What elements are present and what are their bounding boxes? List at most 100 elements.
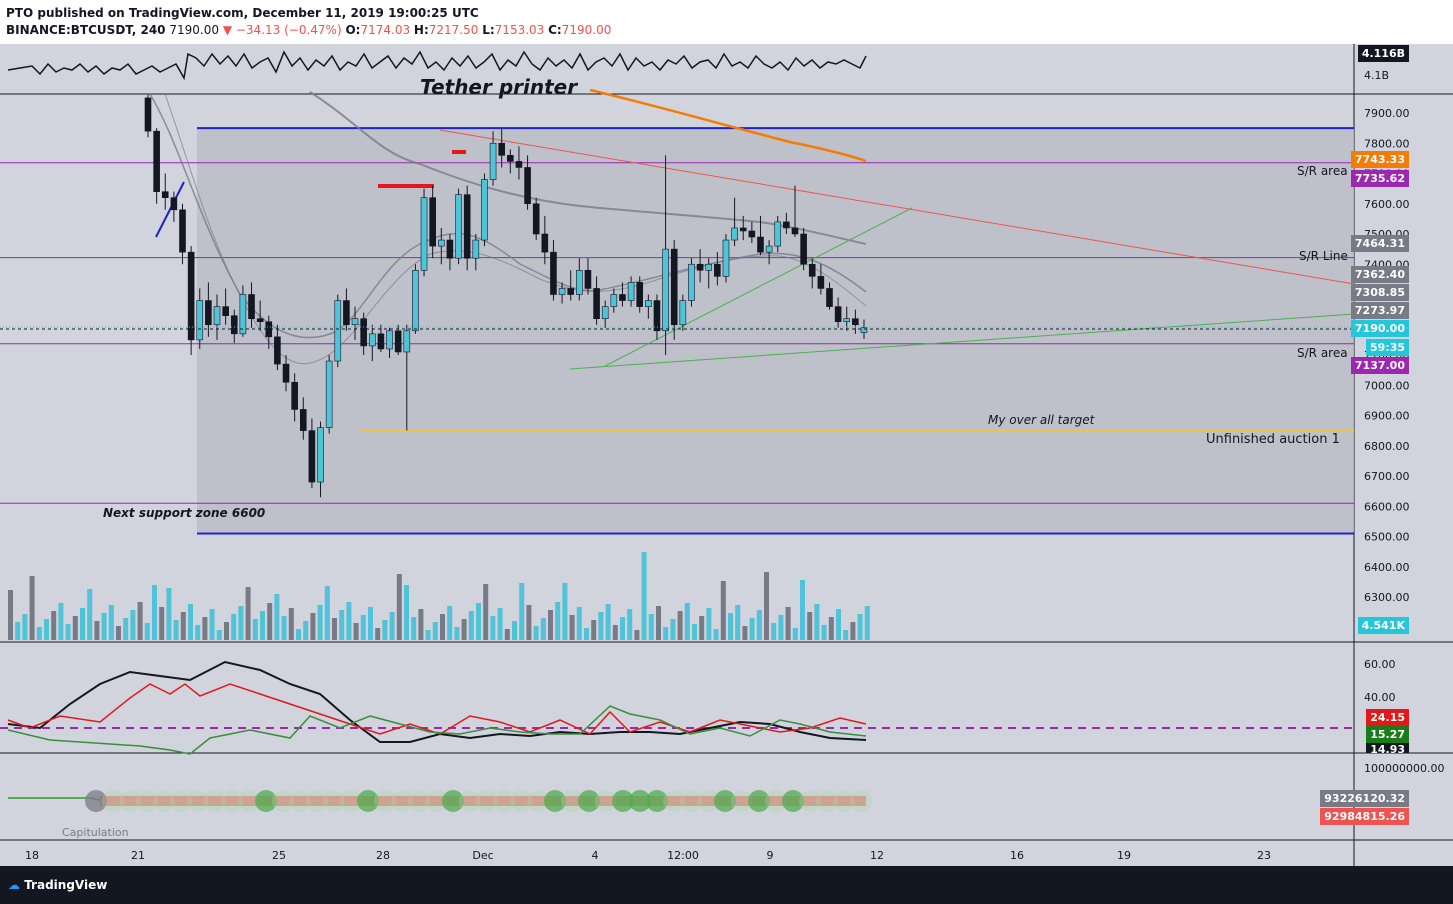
- candle: [757, 215, 764, 256]
- volume-bar: [152, 585, 157, 640]
- last-price: 7190.00: [169, 23, 219, 37]
- candle-body: [757, 236, 764, 253]
- candle-body: [274, 336, 281, 365]
- tradingview-logo[interactable]: ☁ TradingView: [8, 878, 107, 892]
- volume-bar: [188, 604, 193, 640]
- candle-body: [593, 288, 600, 319]
- candle-body: [213, 306, 221, 326]
- candle-body: [256, 318, 264, 323]
- candle-body: [843, 318, 851, 323]
- candle-body: [774, 221, 782, 247]
- sr-area-label-1: S/R area: [1297, 164, 1348, 178]
- candle: [524, 155, 531, 210]
- candle: [317, 421, 324, 498]
- footer-bar: ☁ TradingView: [0, 866, 1453, 904]
- volume-bar: [274, 594, 280, 640]
- volume-bar: [828, 617, 834, 640]
- candle-body: [834, 306, 842, 323]
- signal-circle: [272, 790, 294, 812]
- candle-body: [248, 294, 255, 320]
- volume-bar: [29, 576, 35, 640]
- volume-bar: [512, 621, 517, 640]
- volume-bar: [749, 618, 755, 640]
- x-tick: 12:00: [667, 849, 699, 862]
- signal-circle: [595, 790, 617, 812]
- candle: [144, 94, 152, 138]
- signal-circle: [527, 790, 549, 812]
- volume-bar: [634, 630, 640, 640]
- blue-trend-segment: [155, 181, 185, 238]
- x-tick: 23: [1257, 849, 1271, 862]
- candle-body: [584, 270, 592, 289]
- candle: [489, 131, 497, 186]
- candle-body: [187, 251, 195, 341]
- candle-body: [325, 360, 333, 428]
- candle-body: [144, 97, 152, 132]
- signal-circle: [629, 790, 651, 812]
- candle: [368, 324, 376, 362]
- volume-bar: [605, 604, 611, 640]
- volume-bar: [368, 607, 373, 640]
- candle-body: [239, 294, 247, 335]
- volume-bar: [44, 619, 49, 640]
- volume-bar: [144, 623, 150, 640]
- price-tick: 6300.00: [1364, 591, 1410, 604]
- candle: [291, 373, 298, 422]
- candle: [498, 128, 505, 168]
- price-label-current: 7190.00: [1350, 320, 1409, 337]
- price-chart[interactable]: Tether printer S/R area S/R Line S/R are…: [0, 44, 1453, 866]
- candle-body: [351, 318, 359, 326]
- candle: [429, 185, 436, 259]
- volume-bar: [375, 628, 381, 640]
- range-box: [197, 128, 1354, 532]
- volume-bar: [814, 604, 820, 640]
- brand-name: TradingView: [24, 878, 108, 892]
- signal-circle: [476, 790, 498, 812]
- candle: [688, 258, 695, 307]
- candle: [515, 146, 523, 180]
- candle-body: [705, 263, 713, 271]
- candle: [714, 252, 721, 286]
- candle: [670, 240, 678, 340]
- candle-body: [472, 239, 480, 259]
- candle-body: [532, 203, 540, 235]
- candle: [334, 294, 342, 368]
- price-label-bottom-2: 92984815.26: [1320, 808, 1409, 825]
- price-label-ma2: 7362.40: [1350, 266, 1409, 283]
- volume-bar: [620, 617, 625, 640]
- candle: [774, 215, 782, 253]
- volume-bar: [504, 629, 510, 640]
- x-tick: 16: [1010, 849, 1024, 862]
- candle-body: [610, 294, 618, 307]
- signal-circle: [578, 790, 600, 812]
- green-trendline-rising: [604, 207, 913, 367]
- candle: [800, 227, 807, 271]
- candle-body: [731, 227, 738, 241]
- volume-bar: [836, 609, 841, 640]
- volume-bar: [310, 613, 316, 640]
- volume-bar: [281, 616, 287, 640]
- candle: [558, 282, 566, 304]
- signal-circle: [204, 790, 226, 812]
- candle-body: [334, 300, 342, 362]
- volume-bar: [296, 629, 301, 640]
- candle: [619, 282, 626, 307]
- candle: [653, 294, 661, 340]
- candle-body: [205, 300, 212, 326]
- candle-body: [498, 142, 505, 156]
- candle: [412, 264, 419, 334]
- signal-circle: [119, 790, 141, 812]
- candle: [817, 264, 825, 295]
- signal-circle: [289, 790, 311, 812]
- candle-body: [463, 194, 471, 259]
- volume-bar: [389, 612, 395, 640]
- price-label-volume-current: 4.541K: [1357, 617, 1409, 634]
- price-label-ema: 7743.33: [1350, 151, 1409, 168]
- volume-bar: [483, 584, 489, 640]
- price-tick: 6700.00: [1364, 470, 1410, 483]
- close-value: 7190.00: [561, 23, 612, 37]
- candle: [550, 240, 557, 301]
- signal-circle: [833, 790, 855, 812]
- volume-bar: [648, 614, 654, 640]
- volume-bar: [130, 610, 136, 640]
